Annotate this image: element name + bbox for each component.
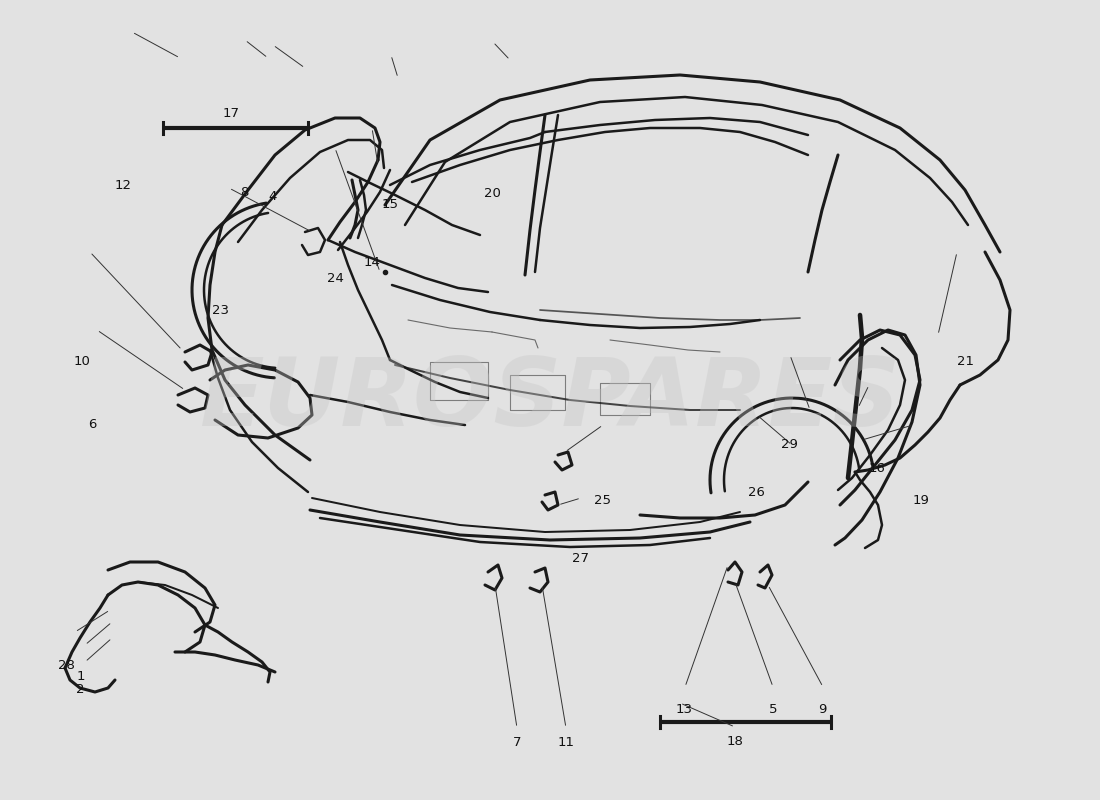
Text: EUROSPARES: EUROSPARES (199, 354, 901, 446)
Text: 1: 1 (76, 670, 85, 682)
Text: 26: 26 (748, 486, 766, 498)
Text: 29: 29 (781, 438, 799, 450)
Text: 13: 13 (675, 703, 693, 716)
Text: 12: 12 (116, 179, 132, 192)
Text: 9: 9 (818, 703, 827, 716)
Text: 23: 23 (212, 304, 229, 317)
Text: 25: 25 (594, 494, 612, 506)
Text: 21: 21 (957, 355, 974, 368)
Text: 27: 27 (572, 552, 590, 565)
Text: 11: 11 (558, 736, 575, 749)
Text: 8: 8 (240, 186, 249, 198)
Text: 16: 16 (869, 462, 886, 474)
Text: 19: 19 (913, 494, 930, 506)
Text: 17: 17 (222, 107, 240, 120)
Text: 20: 20 (484, 187, 502, 200)
Text: 24: 24 (327, 272, 344, 285)
Text: 7: 7 (513, 736, 521, 749)
Text: 4: 4 (268, 190, 277, 202)
Text: 28: 28 (58, 659, 75, 672)
Text: 18: 18 (726, 735, 744, 748)
Text: 10: 10 (74, 355, 90, 368)
Text: 5: 5 (769, 703, 778, 716)
Text: 15: 15 (382, 198, 399, 210)
Text: 6: 6 (88, 418, 97, 430)
Text: 2: 2 (76, 683, 85, 696)
Text: 14: 14 (363, 256, 381, 269)
